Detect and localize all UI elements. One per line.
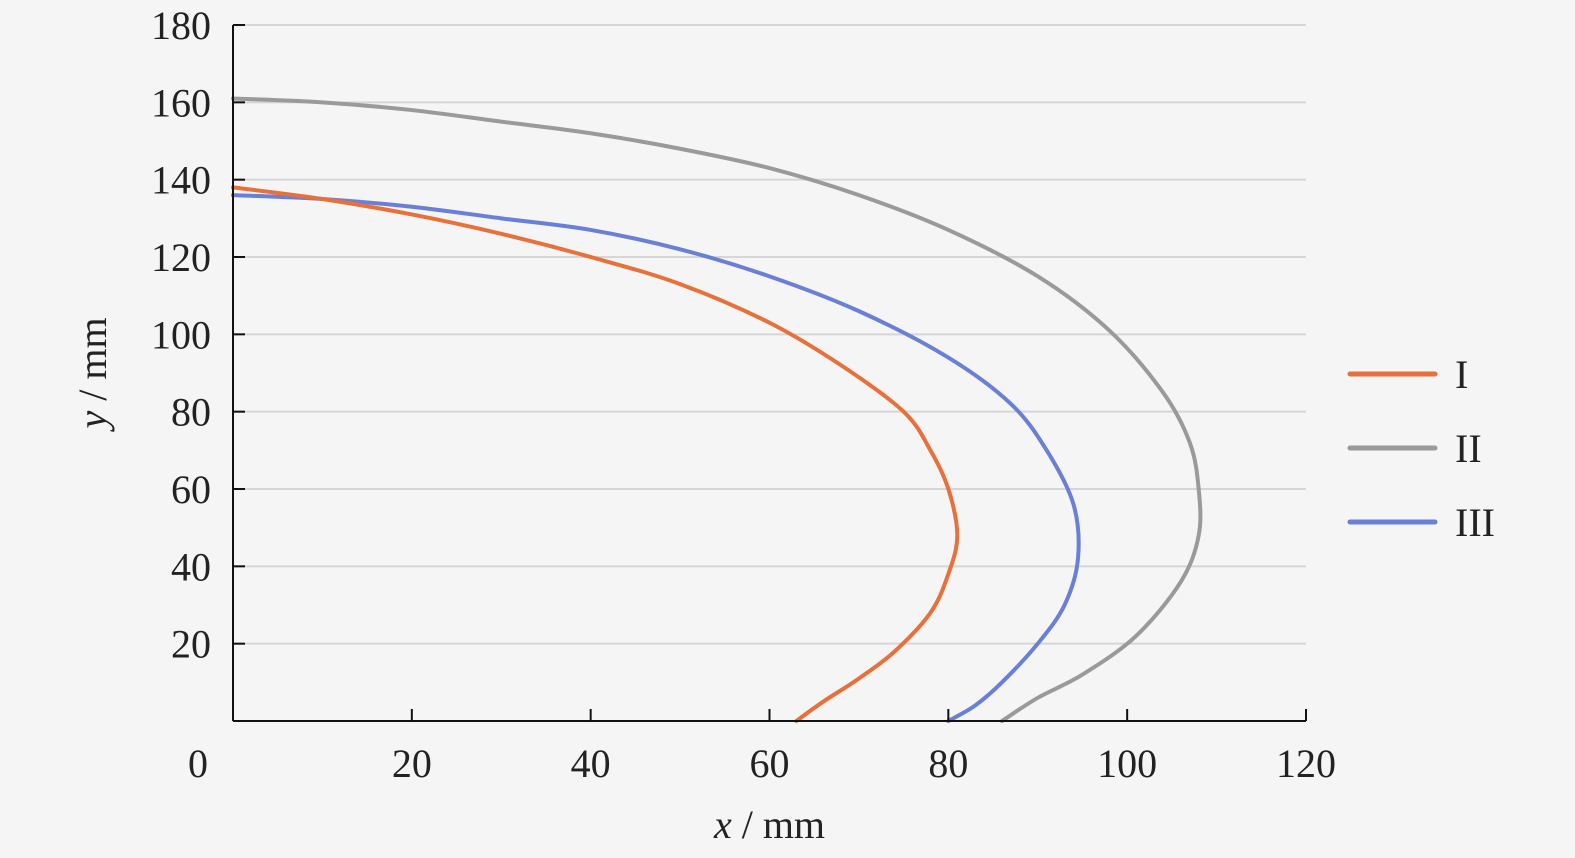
x-tick-label-20: 20 — [392, 741, 432, 786]
x-axis-title: x / mm — [713, 802, 825, 847]
legend-label-I: I — [1455, 352, 1468, 397]
y-tick-label-180: 180 — [151, 3, 211, 48]
y-tick-label-60: 60 — [171, 467, 211, 512]
x-tick-label-120: 120 — [1276, 741, 1336, 786]
series-line-I — [231, 185, 960, 723]
series-lines — [231, 96, 1203, 723]
y-tick-label-160: 160 — [151, 80, 211, 125]
y-tick-label-20: 20 — [171, 622, 211, 667]
y-axis-title-var: y — [70, 411, 115, 433]
series-line-III — [231, 193, 1081, 723]
y-tick-label-40: 40 — [171, 544, 211, 589]
x-tick-label-100: 100 — [1097, 741, 1157, 786]
series-line-II — [231, 96, 1203, 723]
y-tick-label-140: 140 — [151, 158, 211, 203]
grid-lines — [233, 24, 1306, 645]
legend-label-II: II — [1455, 426, 1482, 471]
legend-label-III: III — [1455, 500, 1495, 545]
x-axis-title-unit: / mm — [732, 802, 825, 847]
y-tick-label-100: 100 — [151, 312, 211, 357]
y-tick-label-80: 80 — [171, 390, 211, 435]
axes — [232, 25, 1306, 722]
y-tick-label-120: 120 — [151, 235, 211, 280]
x-tick-label-40: 40 — [571, 741, 611, 786]
x-axis-title-var: x — [713, 802, 732, 847]
x-tick-label-60: 60 — [750, 741, 790, 786]
x-tick-label-0: 0 — [188, 741, 208, 786]
y-axis-title-unit: / mm — [70, 317, 115, 410]
y-axis-title: y / mm — [70, 317, 115, 432]
tick-labels: 0 20 40 60 80 100 120 20 40 60 80 100 120 140 160 180 — [151, 3, 1336, 786]
x-tick-label-80: 80 — [928, 741, 968, 786]
